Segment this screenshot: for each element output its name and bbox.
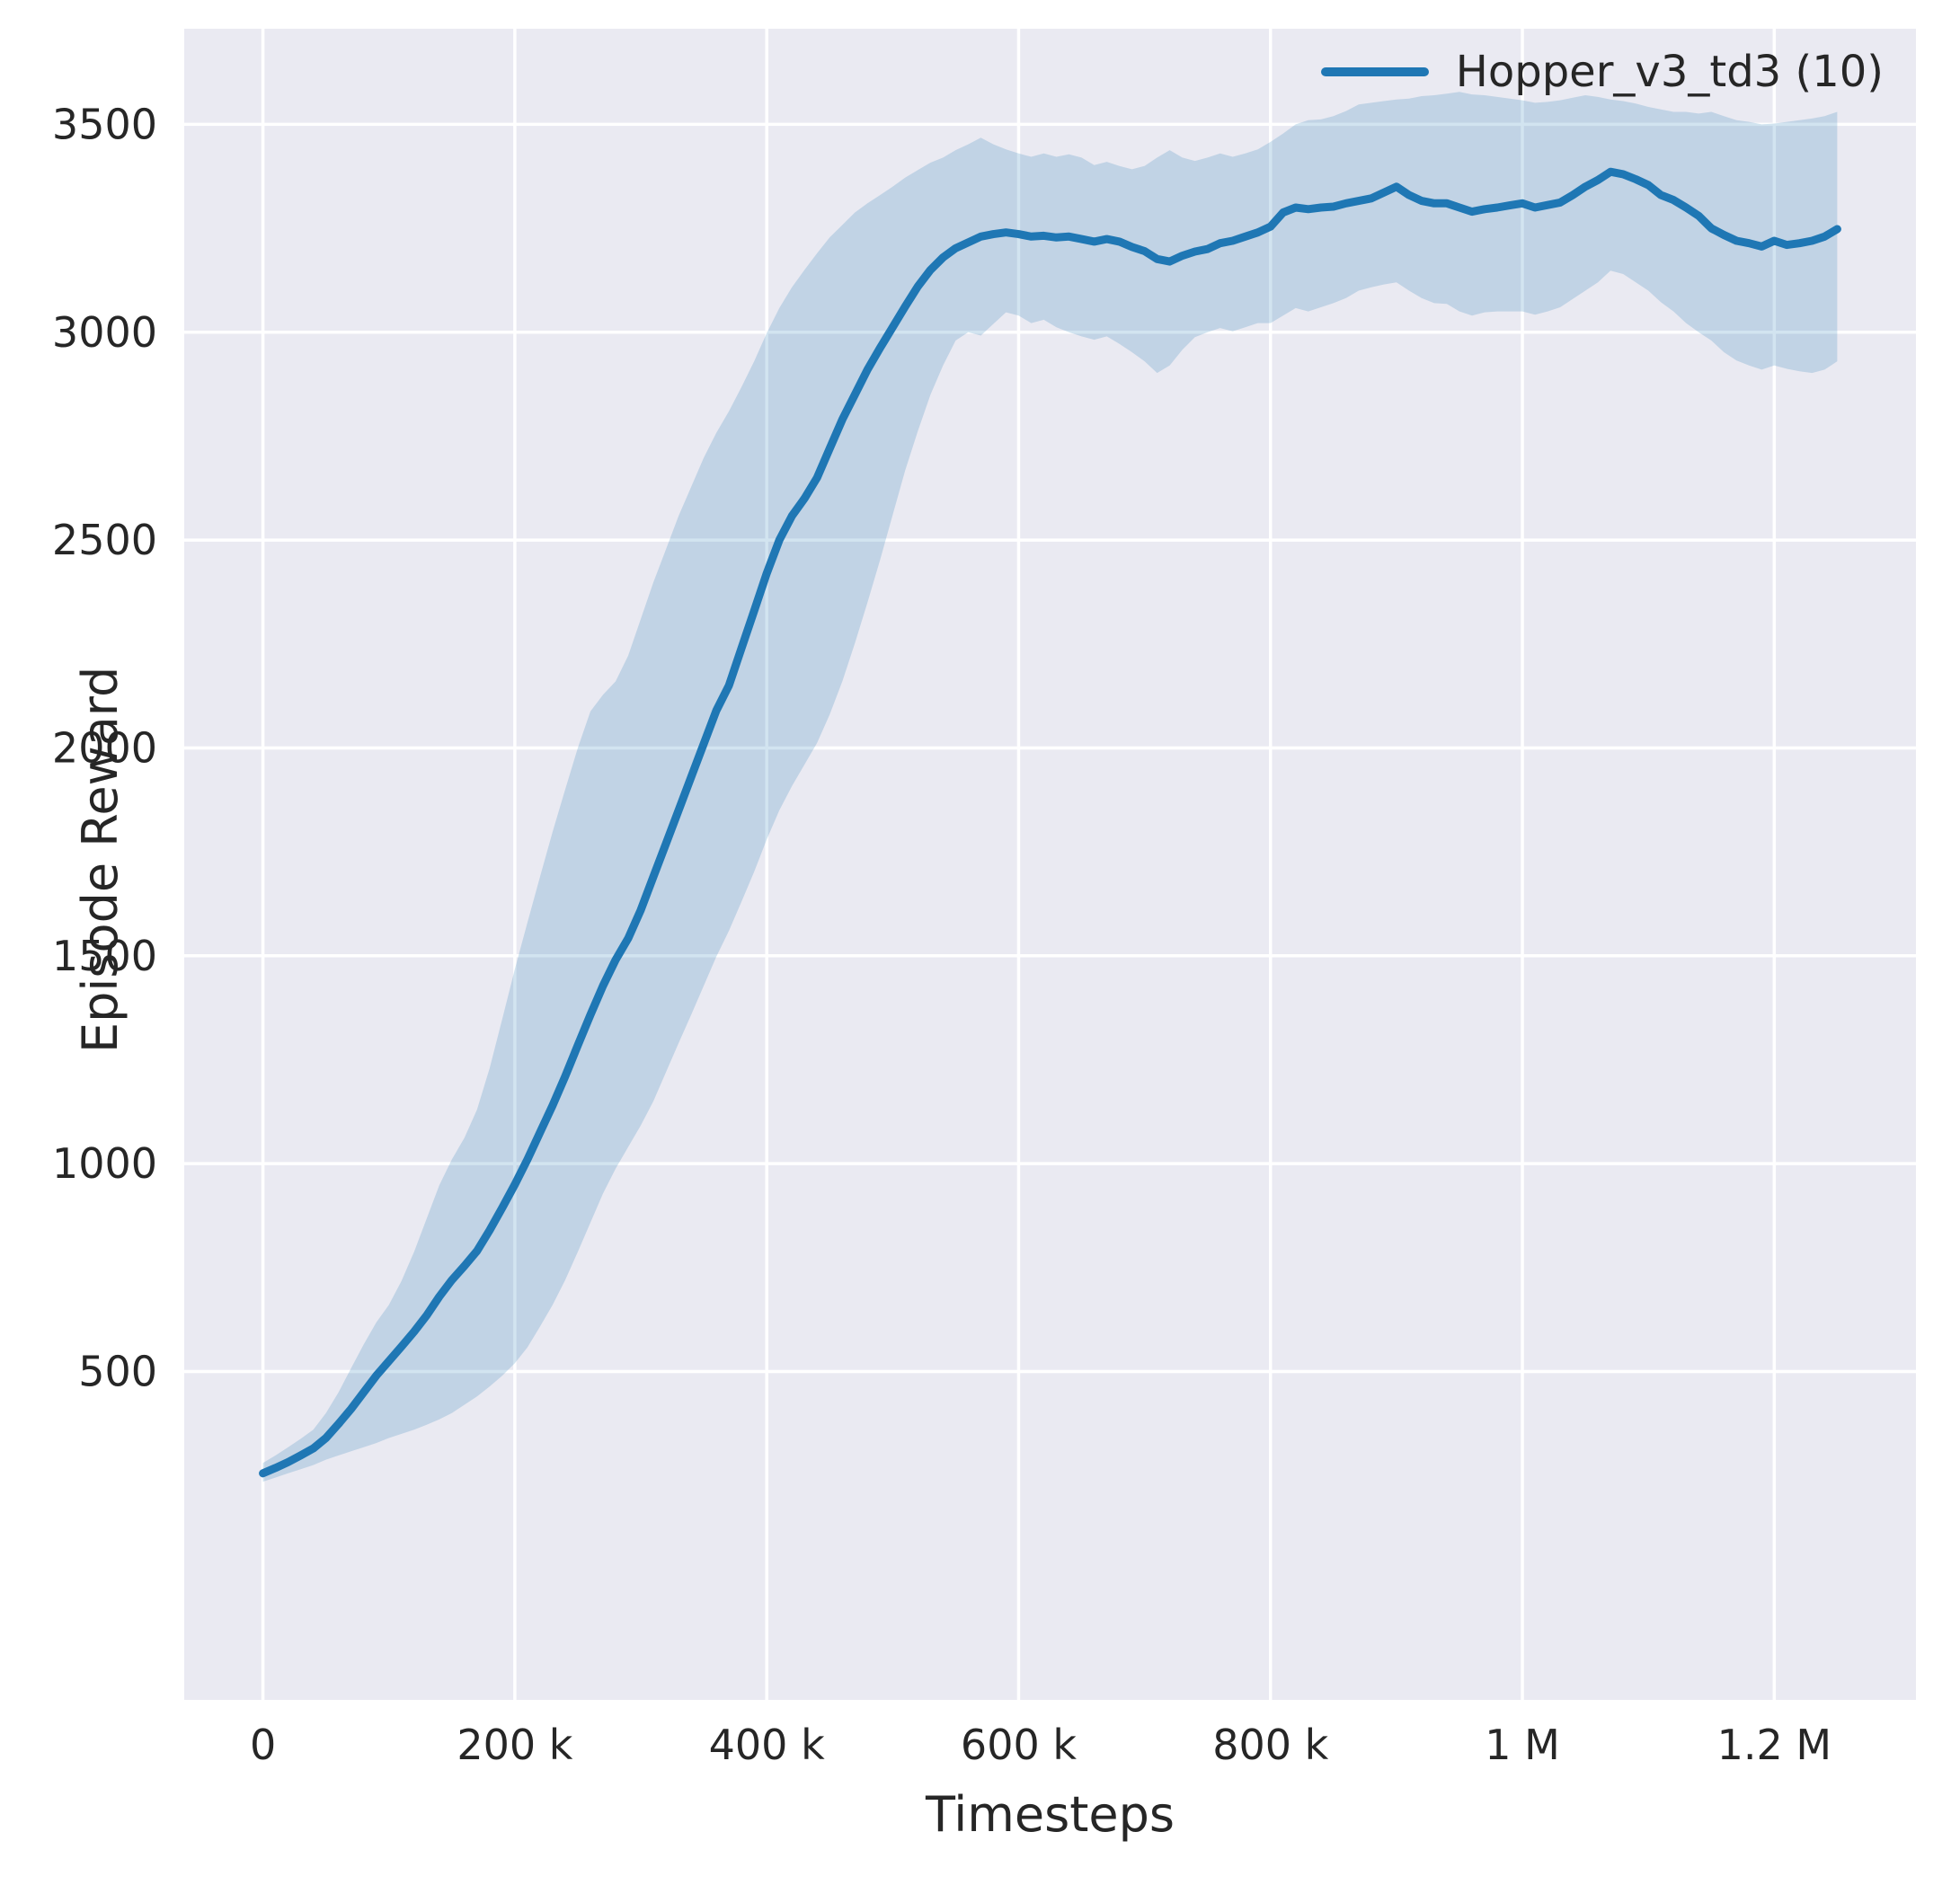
y-tick-label: 3500 <box>52 100 157 148</box>
y-tick-label: 500 <box>78 1347 157 1395</box>
x-axis-label: Timesteps <box>925 1786 1175 1843</box>
x-tick-label: 1.2 M <box>1717 1721 1831 1769</box>
y-tick-label: 3000 <box>52 308 157 357</box>
mean-line <box>259 167 1841 1478</box>
x-tick-label: 1 M <box>1485 1721 1560 1769</box>
legend: Hopper_v3_td3 (10) <box>1320 47 1884 97</box>
y-tick-label: 2000 <box>52 723 157 772</box>
y-tick-label: 2500 <box>52 516 157 564</box>
y-tick-label: 1500 <box>52 932 157 980</box>
x-tick-label: 400 k <box>709 1721 825 1769</box>
plot-background <box>184 29 1916 1700</box>
x-tick-label: 0 <box>250 1721 276 1769</box>
y-axis-label: Episode Reward <box>72 666 129 1053</box>
y-tick-label: 1000 <box>52 1139 157 1188</box>
legend-label: Hopper_v3_td3 (10) <box>1455 47 1884 97</box>
legend-line-sample <box>1320 67 1429 76</box>
x-tick-label: 200 k <box>457 1721 572 1769</box>
x-tick-label: 600 k <box>961 1721 1077 1769</box>
confidence-band <box>262 92 1838 1482</box>
x-tick-label: 800 k <box>1212 1721 1328 1769</box>
